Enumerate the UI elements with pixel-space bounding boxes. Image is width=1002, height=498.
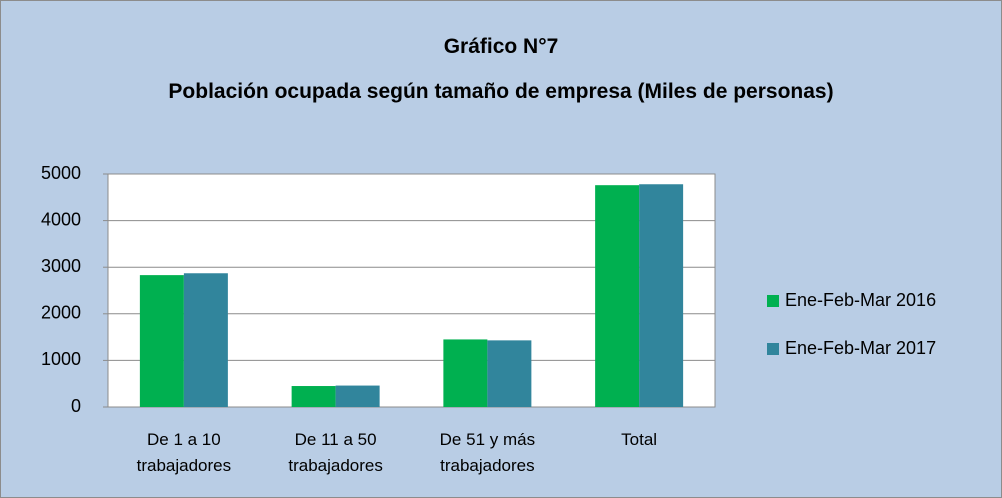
bar (291, 386, 336, 407)
legend-label: Ene-Feb-Mar 2016 (785, 290, 936, 310)
x-tick-label: Total (621, 430, 658, 449)
bar (639, 184, 684, 407)
bar (487, 340, 532, 407)
bar (595, 185, 640, 407)
chart-subtitle: Población ocupada según tamaño de empres… (168, 80, 834, 103)
y-tick-label: 5000 (41, 163, 81, 183)
x-tick-label: De 1 a 10 trabajadores (136, 430, 232, 475)
bar (443, 339, 488, 407)
legend-swatch (767, 343, 779, 355)
x-tick-label: De 11 a 50 trabajadores (288, 430, 383, 475)
bar (183, 273, 228, 407)
legend-swatch (767, 295, 779, 307)
y-tick-label: 1000 (41, 349, 81, 369)
bar (335, 385, 380, 407)
bar (139, 275, 184, 407)
y-tick-label: 4000 (41, 209, 81, 229)
legend-label: Ene-Feb-Mar 2017 (785, 338, 936, 358)
y-tick-label: 3000 (41, 256, 81, 276)
chart-title: Gráfico N°7 (443, 35, 559, 58)
y-tick-label: 0 (71, 396, 81, 416)
x-tick-label: De 51 y más trabajadores (439, 430, 536, 475)
y-tick-label: 2000 (41, 303, 81, 323)
